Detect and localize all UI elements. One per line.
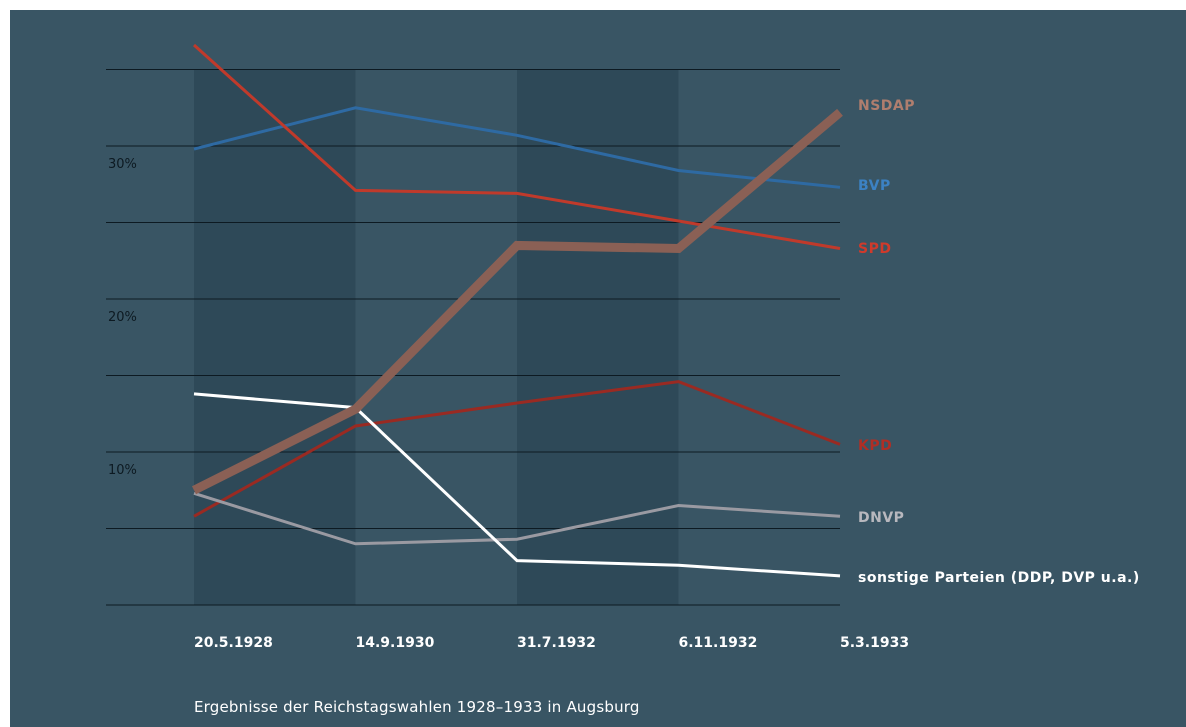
- legend-label-dnvp: DNVP: [858, 510, 904, 526]
- chart-title: Ergebnisse der Reichstagswahlen 1928–193…: [194, 698, 640, 716]
- y-tick-label: 30%: [108, 157, 137, 172]
- legend-label-sonstige: sonstige Parteien (DDP, DVP u.a.): [858, 570, 1140, 586]
- series-line-kpd: [193, 380, 841, 518]
- series-line-dnvp: [193, 491, 841, 546]
- series-line-spd: [192, 43, 841, 250]
- x-tick-label: 31.7.1932: [517, 635, 596, 651]
- legend-label-spd: SPD: [858, 241, 891, 257]
- x-tick-label: 6.11.1932: [679, 635, 758, 651]
- series-line-sonstige: [193, 392, 841, 578]
- x-tick-label: 20.5.1928: [194, 635, 273, 651]
- x-tick-label: 5.3.1933: [840, 635, 909, 651]
- legend-label-kpd: KPD: [858, 438, 892, 454]
- shaded-column: [194, 69, 356, 605]
- line-chart: 10% 20% 30% NSDAP BVP SPD KPD DNVP sonstige Par…: [106, 43, 1140, 651]
- x-tick-label: 14.9.1930: [356, 635, 435, 651]
- shaded-column: [517, 69, 679, 605]
- legend-label-nsdap: NSDAP: [858, 98, 915, 114]
- series-line-nsdap: [191, 108, 843, 495]
- y-tick-label: 10%: [108, 463, 137, 478]
- y-tick-label: 20%: [108, 310, 137, 325]
- chart-panel: 10% 20% 30% NSDAP BVP SPD KPD DNVP sonstige Par…: [10, 10, 1186, 727]
- legend-label-bvp: BVP: [858, 178, 891, 194]
- series-line-bvp: [193, 106, 841, 189]
